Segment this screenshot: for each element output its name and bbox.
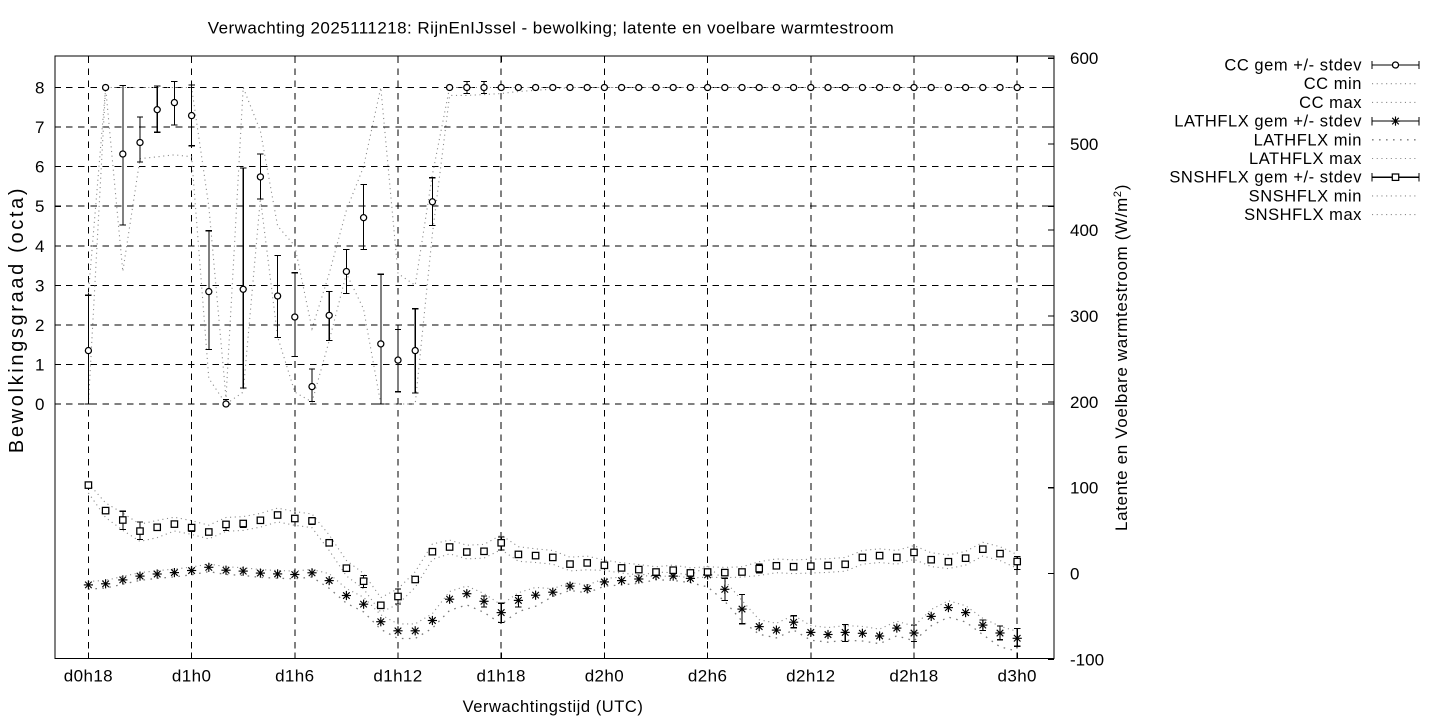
svg-text:200: 200 bbox=[1070, 393, 1098, 412]
svg-text:100: 100 bbox=[1070, 479, 1098, 498]
svg-text:Verwachting 2025111218: RijnEn: Verwachting 2025111218: RijnEnIJssel - b… bbox=[208, 19, 894, 38]
svg-text:Verwachtingstijd (UTC): Verwachtingstijd (UTC) bbox=[463, 698, 644, 716]
svg-text:0: 0 bbox=[1070, 565, 1079, 584]
svg-text:d3h0: d3h0 bbox=[997, 667, 1036, 686]
svg-text:LATHFLX max: LATHFLX max bbox=[1249, 150, 1362, 168]
svg-text:8: 8 bbox=[35, 79, 44, 98]
svg-text:SNSHFLX min: SNSHFLX min bbox=[1249, 187, 1362, 205]
svg-text:400: 400 bbox=[1070, 221, 1098, 240]
svg-text:CC min: CC min bbox=[1304, 75, 1362, 93]
svg-text:600: 600 bbox=[1070, 49, 1098, 68]
svg-text:d1h12: d1h12 bbox=[373, 667, 422, 686]
svg-text:Bewolkingsgraad (octa): Bewolkingsgraad (octa) bbox=[6, 186, 28, 453]
svg-text:LATHFLX min: LATHFLX min bbox=[1254, 131, 1362, 149]
svg-text:1: 1 bbox=[35, 355, 44, 374]
svg-text:4: 4 bbox=[35, 237, 44, 256]
svg-text:5: 5 bbox=[35, 197, 44, 216]
svg-text:d2h0: d2h0 bbox=[585, 667, 624, 686]
svg-text:LATHFLX gem +/- stdev: LATHFLX gem +/- stdev bbox=[1174, 113, 1362, 131]
svg-text:-100: -100 bbox=[1070, 651, 1104, 670]
svg-text:CC gem +/- stdev: CC gem +/- stdev bbox=[1224, 57, 1362, 75]
svg-text:0: 0 bbox=[35, 395, 44, 414]
svg-text:d1h18: d1h18 bbox=[477, 667, 526, 686]
svg-text:2: 2 bbox=[35, 316, 44, 335]
svg-text:300: 300 bbox=[1070, 307, 1098, 326]
svg-text:7: 7 bbox=[35, 118, 44, 137]
svg-text:d1h6: d1h6 bbox=[275, 667, 314, 686]
svg-text:d1h0: d1h0 bbox=[172, 667, 211, 686]
svg-text:d2h12: d2h12 bbox=[786, 667, 835, 686]
svg-text:Latente en Voelbare warmtestro: Latente en Voelbare warmtestroom (W/m2) bbox=[1112, 184, 1131, 531]
svg-text:3: 3 bbox=[35, 276, 44, 295]
svg-text:d0h18: d0h18 bbox=[64, 667, 113, 686]
svg-text:6: 6 bbox=[35, 158, 44, 177]
svg-text:SNSHFLX gem +/- stdev: SNSHFLX gem +/- stdev bbox=[1169, 169, 1362, 187]
svg-text:500: 500 bbox=[1070, 135, 1098, 154]
svg-text:d2h18: d2h18 bbox=[889, 667, 938, 686]
svg-text:CC max: CC max bbox=[1299, 94, 1362, 112]
svg-text:SNSHFLX max: SNSHFLX max bbox=[1244, 206, 1362, 224]
svg-text:d2h6: d2h6 bbox=[688, 667, 727, 686]
